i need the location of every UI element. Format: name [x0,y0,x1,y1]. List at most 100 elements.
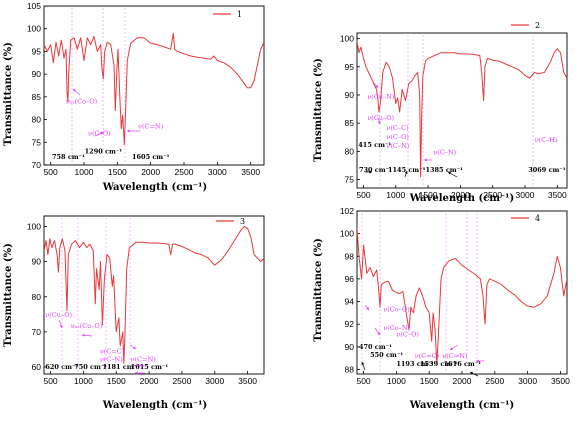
plot-frame [43,215,265,375]
band-assignment-label: ν(C–C) [386,124,409,132]
y-tick-label: 94 [345,297,355,307]
band-assignment-label: ν(Cu–O) [45,311,72,319]
peak-wavenumber-label: 1616 cm⁻¹ [444,360,482,368]
y-tick-label: 75 [345,175,355,185]
arrow-head [424,158,427,162]
y-tick-label: 90 [32,69,42,79]
y-axis-title: Transmittance (%) [313,58,324,162]
arrow-head [375,85,378,88]
plot-frame [356,32,568,189]
x-tick-label: 2000 [140,376,159,386]
band-assignment-label: ν(C=N) [138,123,164,131]
x-tick-label: 3000 [516,190,535,200]
y-tick-label: 85 [345,118,355,128]
chart-panel-1: 500 1000 1500 2000 2500 3000 3500 70 75 80 85 90 95 1… [3,1,265,193]
arrow-head [450,347,453,350]
spectrum-series-1 [357,227,567,365]
y-tick-label: 90 [345,342,355,352]
x-tick-label: 3500 [551,376,570,386]
x-tick-label: 500 [356,190,370,200]
band-assignment-label: ν(Co–O) [383,306,410,314]
arrow-head [127,129,130,133]
y-tick-label: 105 [27,1,41,11]
band-assignment-label: ν(C=C) [415,352,440,360]
y-tick-label: 100 [27,24,41,34]
band-assignment-label: ν(C–H) [535,136,558,144]
spectrum-series-1 [357,41,567,178]
legend-label: 4 [535,214,540,223]
y-tick-label: 98 [345,251,355,261]
x-tick-label: 2000 [451,190,470,200]
x-tick-label: 2500 [485,376,504,386]
band-assignment-label: νₐₛ(Co–O) [66,98,98,106]
legend-label: 1 [237,10,242,19]
arrow-head [73,89,76,92]
y-tick-label: 80 [32,115,42,125]
band-assignment-label: ν(C–O) [386,133,409,141]
arrow-head [133,346,136,349]
peak-wavenumber-label: 730 cm⁻¹ [359,166,392,174]
x-tick-label: 2000 [453,376,472,386]
peak-wavenumber-label: 758 cm⁻¹ [52,153,85,161]
arrow-head [366,307,369,310]
chart-panel-4: 500 1000 1500 2000 2500 3000 3500 88 90 92 94 96 98 1… [313,206,570,411]
x-tick-label: 1500 [107,376,126,386]
x-tick-label: 1000 [74,376,93,386]
arrow-head [135,363,138,367]
peak-wavenumber-label: 1193 cm⁻¹ [396,360,434,368]
x-axis-title: Wavelength (cm⁻¹) [409,193,515,204]
band-assignment-label: ν(C–N) [433,149,456,157]
x-tick-label: 1500 [419,190,438,200]
y-tick-label: 92 [345,319,355,329]
x-tick-label: 500 [44,167,58,177]
peak-wavenumber-label: 550 cm⁻¹ [370,351,403,359]
arrow-head [369,170,372,174]
x-tick-label: 1000 [75,167,94,177]
x-tick-label: 1000 [386,190,405,200]
x-tick-label: 1500 [108,167,127,177]
x-tick-label: 1000 [387,376,406,386]
x-tick-label: 500 [356,376,370,386]
arrow-head [59,325,63,328]
arrow-head [100,131,103,135]
peak-wavenumber-label: 750 cm⁻¹ [74,363,107,371]
arrow-head [404,171,408,174]
band-assignment-label: νₐₛ(Cu–O) [71,322,103,330]
y-tick-label: 95 [345,62,355,72]
peak-wavenumber-label: 1145 cm⁻¹ [388,166,426,174]
x-axis-title: Wavelength (cm⁻¹) [102,182,208,193]
y-tick-label: 100 [340,229,354,239]
y-tick-label: 96 [345,274,355,284]
x-tick-label: 3000 [518,376,537,386]
y-tick-label: 80 [345,146,355,156]
y-axis-title: Transmittance (%) [3,243,14,347]
plot-frame [43,5,265,166]
band-assignment-label: ν(Cu–O) [367,114,394,122]
peak-wavenumber-label: 415 cm⁻¹ [358,141,391,149]
x-tick-label: 1500 [420,376,439,386]
x-tick-label: 3500 [548,190,567,200]
band-assignment-label: ν(C–N) [100,355,123,363]
y-tick-label: 70 [32,327,42,337]
x-tick-label: 2000 [141,167,160,177]
peak-wavenumber-label: 1290 cm⁻¹ [85,148,123,156]
y-tick-label: 102 [340,206,354,216]
arrow-head [377,332,380,335]
spectrum-series-1 [44,226,264,364]
peak-wavenumber-label: 1539 cm⁻¹ [420,360,458,368]
y-tick-label: 95 [32,46,42,56]
y-tick-label: 88 [345,364,355,374]
peak-wavenumber-label: 1605 cm⁻¹ [132,153,170,161]
y-tick-label: 90 [345,90,355,100]
chart-panel-3: 500 1000 1500 2000 2500 3000 3500 60 70 80 90 100 Wa… [3,215,265,411]
peak-wavenumber-label: 1181 cm⁻¹ [102,363,140,371]
band-assignment-label: ν(Co–N) [383,324,410,332]
band-assignment-label: ν(C–N) [386,142,409,150]
legend-label: 2 [535,21,540,30]
peak-wavenumber-label: 470 cm⁻¹ [359,343,392,351]
x-axis-title: Wavelength (cm⁻¹) [102,400,208,411]
legend-label: 3 [240,217,245,226]
band-assignment-label: ν(C=N) [442,352,468,360]
y-tick-label: 60 [32,362,42,372]
